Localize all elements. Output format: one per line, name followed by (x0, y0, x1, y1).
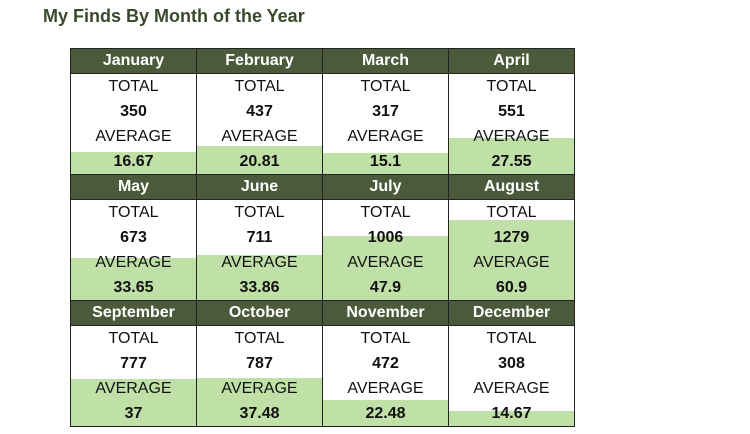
total-value: 1006 (367, 229, 404, 246)
total-label: TOTAL (360, 330, 411, 347)
average-label: AVERAGE (95, 254, 172, 271)
total-value: 472 (372, 355, 399, 372)
table-row: January TOTAL 350 AVERAGE 16.67 February… (70, 48, 575, 175)
month-cell: October TOTAL 787 AVERAGE 37.48 (196, 300, 323, 427)
average-label: AVERAGE (221, 128, 298, 145)
total-value: 551 (498, 103, 525, 120)
finds-by-month-table: January TOTAL 350 AVERAGE 16.67 February… (70, 48, 575, 427)
total-value: 317 (372, 103, 399, 120)
average-fill-bar (197, 378, 322, 426)
month-name: October (197, 301, 322, 326)
average-value: 14.67 (491, 405, 532, 422)
average-fill-bar (197, 255, 322, 300)
month-cell: March TOTAL 317 AVERAGE 15.1 (322, 48, 449, 175)
month-name: August (449, 175, 574, 200)
average-label: AVERAGE (473, 380, 550, 397)
month-cell: July TOTAL 1006 AVERAGE 47.9 (322, 174, 449, 301)
average-label: AVERAGE (221, 380, 298, 397)
total-label: TOTAL (108, 78, 159, 95)
total-value: 711 (246, 229, 273, 246)
average-value: 47.9 (369, 279, 402, 296)
average-fill-bar (71, 258, 196, 300)
month-cell: December TOTAL 308 AVERAGE 14.67 (448, 300, 575, 427)
average-value: 60.9 (495, 279, 528, 296)
total-label: TOTAL (108, 330, 159, 347)
average-fill-bar (323, 400, 448, 426)
month-name: February (197, 49, 322, 74)
total-label: TOTAL (486, 204, 537, 221)
total-label: TOTAL (486, 330, 537, 347)
average-value: 37.48 (239, 405, 280, 422)
total-value: 787 (246, 355, 273, 372)
total-label: TOTAL (486, 78, 537, 95)
average-value: 16.67 (113, 153, 154, 170)
total-value: 1279 (493, 229, 530, 246)
average-label: AVERAGE (221, 254, 298, 271)
average-fill-bar (323, 153, 448, 174)
month-cell: May TOTAL 673 AVERAGE 33.65 (70, 174, 197, 301)
total-value: 350 (120, 103, 147, 120)
total-label: TOTAL (360, 78, 411, 95)
average-label: AVERAGE (347, 128, 424, 145)
average-value: 15.1 (369, 153, 402, 170)
month-name: July (323, 175, 448, 200)
average-value: 27.55 (491, 153, 532, 170)
average-fill-bar (71, 379, 196, 426)
total-value: 673 (120, 229, 147, 246)
month-cell: June TOTAL 711 AVERAGE 33.86 (196, 174, 323, 301)
total-label: TOTAL (234, 330, 285, 347)
month-cell: January TOTAL 350 AVERAGE 16.67 (70, 48, 197, 175)
table-row: September TOTAL 777 AVERAGE 37 October T… (70, 300, 575, 427)
average-label: AVERAGE (473, 128, 550, 145)
average-label: AVERAGE (347, 254, 424, 271)
month-cell: August TOTAL 1279 AVERAGE 60.9 (448, 174, 575, 301)
month-name: April (449, 49, 574, 74)
month-cell: April TOTAL 551 AVERAGE 27.55 (448, 48, 575, 175)
average-label: AVERAGE (473, 254, 550, 271)
month-cell: February TOTAL 437 AVERAGE 20.81 (196, 48, 323, 175)
page-title: My Finds By Month of the Year (43, 6, 305, 26)
total-value: 437 (246, 103, 273, 120)
average-fill-bar (449, 138, 574, 174)
total-label: TOTAL (360, 204, 411, 221)
month-name: June (197, 175, 322, 200)
average-fill-bar (323, 236, 448, 300)
average-fill-bar (449, 220, 574, 300)
month-name: September (71, 301, 196, 326)
month-name: March (323, 49, 448, 74)
month-name: December (449, 301, 574, 326)
total-label: TOTAL (234, 204, 285, 221)
total-label: TOTAL (108, 204, 159, 221)
average-value: 33.86 (239, 279, 280, 296)
average-fill-bar (71, 152, 196, 174)
total-value: 308 (498, 355, 525, 372)
month-cell: September TOTAL 777 AVERAGE 37 (70, 300, 197, 427)
average-value: 37 (124, 405, 143, 422)
average-fill-bar (449, 411, 574, 426)
average-label: AVERAGE (347, 380, 424, 397)
total-value: 777 (120, 355, 147, 372)
average-value: 20.81 (239, 153, 280, 170)
month-name: January (71, 49, 196, 74)
average-value: 22.48 (365, 405, 406, 422)
month-name: November (323, 301, 448, 326)
total-label: TOTAL (234, 78, 285, 95)
month-cell: November TOTAL 472 AVERAGE 22.48 (322, 300, 449, 427)
table-row: May TOTAL 673 AVERAGE 33.65 June TOTAL 7… (70, 174, 575, 301)
average-label: AVERAGE (95, 380, 172, 397)
average-label: AVERAGE (95, 128, 172, 145)
average-fill-bar (197, 146, 322, 174)
month-name: May (71, 175, 196, 200)
average-value: 33.65 (113, 279, 154, 296)
